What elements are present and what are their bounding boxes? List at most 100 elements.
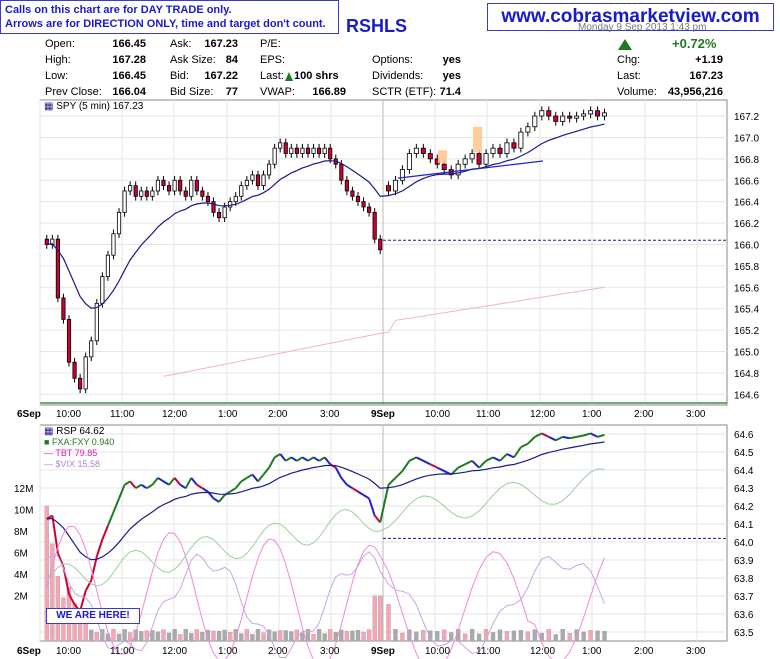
rsp-price-segment: [168, 477, 176, 486]
rsp-x-tick-label: 12:00: [530, 646, 555, 657]
rsp-y-tick-label: 64.1: [734, 520, 754, 531]
spy-candle-body: [300, 147, 305, 154]
spy-candle-body: [322, 147, 327, 154]
spy-candle-body: [455, 163, 461, 176]
volume-bar: [560, 629, 565, 642]
spy-candle-body: [244, 179, 249, 187]
spy-candle-body: [278, 142, 283, 149]
spy-candle-body: [361, 201, 366, 208]
spy-y-tick-label: 165.0: [734, 347, 759, 358]
spy-y-tick-label: 165.8: [734, 262, 759, 273]
spy-candle-body: [305, 147, 311, 154]
spy-candle-body: [122, 190, 127, 213]
rsp-price-segment: [471, 460, 480, 469]
spy-candle-body: [183, 190, 188, 197]
up-arrow-icon: [285, 72, 293, 81]
rsp-price-segment: [146, 483, 153, 490]
volume-y-tick-label: 10M: [14, 506, 33, 517]
spy-candle-body: [546, 110, 552, 117]
spy-x-tick-label: 2:00: [634, 409, 654, 420]
rsp-price-segment: [268, 456, 276, 469]
rsp-price-segment: [151, 477, 159, 486]
spy-candle-body: [532, 115, 538, 128]
rsp-y-tick-label: 63.8: [734, 574, 754, 585]
website-banner[interactable]: www.cobrasmarketview.com: [487, 3, 774, 31]
rsp-price-segment: [101, 525, 109, 540]
spy-legend-text: SPY (5 min) 167.23: [56, 101, 144, 112]
rsp-price-segment: [68, 593, 76, 605]
rsp-x-tick-label: 11:00: [476, 646, 501, 657]
rsp-price-segment: [548, 435, 557, 442]
volume-bar: [228, 632, 233, 642]
notice-line-1: Calls on this chart are for DAY TRADE on…: [5, 4, 232, 16]
spy-candle-body: [602, 112, 608, 117]
volume-bar: [421, 630, 426, 642]
rsp-price-segment: [408, 456, 417, 462]
volume-bar: [366, 629, 372, 642]
spy-candle-body: [476, 153, 482, 165]
rsp-price-segment: [296, 456, 303, 462]
rsp-price-segment: [274, 453, 281, 459]
rsp-price-segment: [234, 480, 243, 489]
spy-candle-body: [413, 147, 419, 154]
vix-legend: — $VIX 15.58: [44, 459, 101, 469]
volume-bar: [581, 631, 586, 642]
spy-x-tick-label: 1:00: [582, 409, 602, 420]
volume-bar: [139, 631, 144, 642]
volume-bar: [525, 631, 531, 642]
rsp-price-segment: [429, 463, 438, 469]
rsp-price-segment: [262, 467, 270, 476]
spy-y-tick-label: 165.6: [734, 283, 759, 294]
spy-candle-body: [267, 163, 272, 176]
rsp-price-segment: [196, 483, 203, 490]
ask-size-label: Ask Size:: [170, 54, 216, 66]
rsp-price-segment: [373, 514, 381, 524]
rsp-price-segment: [79, 590, 87, 612]
bid-value: 167.22: [204, 70, 238, 82]
rsp-price-segment: [492, 456, 501, 462]
spy-candle-body: [283, 142, 288, 154]
spy-candle-body: [574, 115, 580, 119]
spy-candle-body: [469, 153, 475, 160]
spy-candle-body: [367, 206, 372, 213]
volume-bar: [255, 629, 261, 642]
spy-y-tick-label: 166.6: [734, 176, 759, 187]
eps-label: EPS:: [260, 54, 286, 66]
volume-bar: [278, 630, 283, 642]
rsp-price-segment: [346, 483, 353, 490]
spy-candle-body: [339, 163, 344, 181]
spy-candle-body: [560, 115, 566, 122]
rsp-price-segment: [184, 477, 193, 489]
volume-bar: [316, 628, 322, 642]
rsp-price-segment: [106, 511, 115, 527]
ask-value: 167.23: [204, 38, 238, 50]
spy-candle-body: [261, 174, 266, 187]
rsp-price-segment: [401, 460, 411, 472]
spy-x-tick-label: 10:00: [425, 409, 450, 420]
rsp-price-segment: [279, 453, 287, 462]
spy-candle-body: [595, 110, 601, 117]
spy-x-tick-label: 6Sep: [17, 409, 41, 420]
rsp-price-segment: [318, 456, 326, 462]
volume-bar: [178, 634, 183, 642]
spy-legend: ▦ SPY (5 min) 167.23: [44, 101, 143, 112]
spy-candle-body: [139, 190, 144, 197]
rsp-y-tick-label: 64.3: [734, 484, 754, 495]
spy-candle-body: [116, 211, 122, 235]
volume-bar: [183, 628, 188, 642]
open-value: 166.45: [112, 38, 146, 50]
volume-bar: [216, 630, 222, 642]
rsp-price-segment: [173, 477, 181, 486]
fxa-fxy-legend: ■ FXA:FXY 0.940: [44, 437, 115, 447]
we-are-here-callout: WE ARE HERE!: [46, 608, 140, 624]
volume-bar: [355, 629, 361, 642]
rsp-price-segment: [334, 467, 343, 479]
rsp-price-segment: [351, 487, 359, 493]
rsp-price-segment: [307, 456, 315, 462]
spy-candle-body: [44, 238, 49, 245]
volume-bar: [532, 629, 537, 642]
spy-candle-body: [216, 211, 222, 219]
vwap-value: 166.89: [312, 86, 346, 98]
rsp-y-tick-label: 63.7: [734, 592, 754, 603]
rsp-price-segment: [520, 442, 529, 449]
